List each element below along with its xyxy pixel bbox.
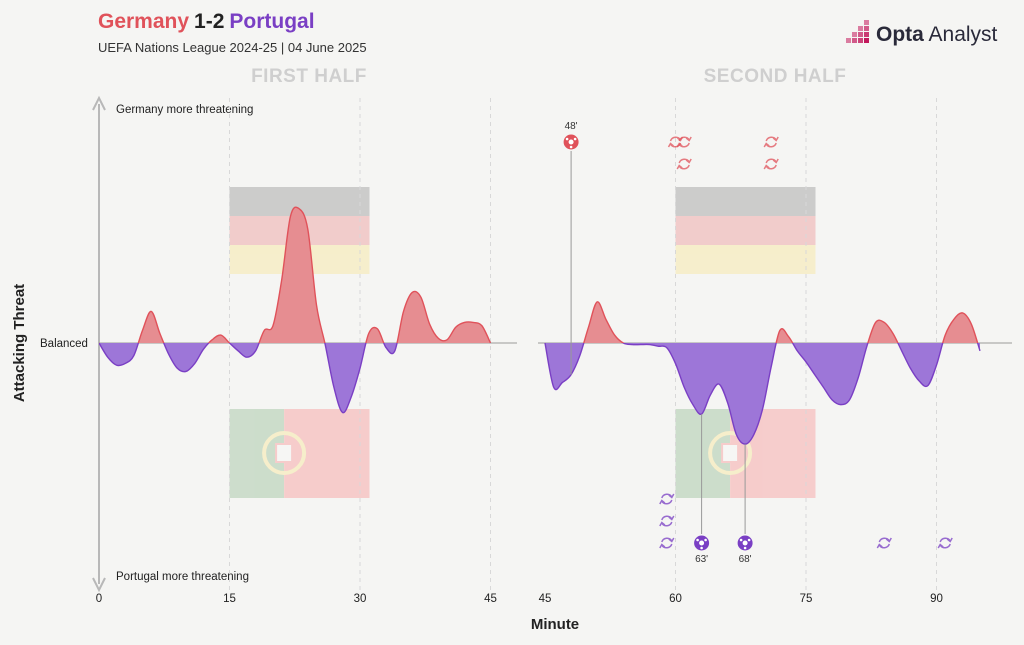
y-top-label: Germany more threatening <box>116 104 253 116</box>
brand-opta: Opta <box>876 23 924 46</box>
substitution-icon <box>763 158 779 170</box>
match-events: 48' 63' 68' <box>563 121 953 565</box>
substitution-icon <box>937 537 953 549</box>
goal-marker: 68' <box>737 444 753 565</box>
goal-minute-label: 63' <box>695 554 708 565</box>
substitution-icon <box>676 158 692 170</box>
x-tick-label: 0 <box>96 593 102 605</box>
y-axis-up-arrow-icon <box>92 95 106 111</box>
goal-marker: 63' <box>694 414 710 565</box>
substitution-icon <box>659 537 675 549</box>
x-tick-label: 60 <box>669 593 682 605</box>
goal-minute-label: 48' <box>565 121 578 132</box>
x-tick-label: 45 <box>539 593 552 605</box>
home-team-name: Germany <box>98 10 189 33</box>
x-tick-label: 45 <box>484 593 497 605</box>
chart-title: Germany 1-2 Portugal <box>98 10 315 33</box>
first-half-panel: FIRST HALF 0 15 30 45 <box>96 66 517 605</box>
substitution-icon <box>676 136 692 148</box>
substitution-icon <box>876 537 892 549</box>
opta-analyst-logo: Opta Analyst <box>846 20 998 46</box>
y-mid-label: Balanced <box>40 338 88 350</box>
opta-logo-icon <box>846 20 869 43</box>
portugal-threat-line <box>99 343 491 414</box>
germany-threat-area <box>99 207 491 343</box>
substitution-icon <box>659 493 675 505</box>
portugal-flag-second-half <box>675 409 816 498</box>
brand-name: Opta Analyst <box>876 23 998 46</box>
goal-minute-label: 68' <box>739 554 752 565</box>
football-icon <box>694 535 710 551</box>
x-tick-label: 75 <box>800 593 813 605</box>
germany-flag-second-half <box>675 187 816 274</box>
second-half-panel: SECOND HALF 45 60 75 90 <box>538 66 1012 605</box>
y-axis-down-arrow-icon <box>92 577 106 593</box>
portugal-threat-line <box>544 343 981 445</box>
substitution-icon <box>763 136 779 148</box>
x-tick-label: 15 <box>223 593 236 605</box>
y-bottom-label: Portugal more threatening <box>116 571 249 583</box>
football-icon <box>563 134 579 150</box>
score: 1-2 <box>194 10 224 33</box>
portugal-threat-area <box>545 343 980 445</box>
x-tick-label: 90 <box>930 593 943 605</box>
germany-threat-line <box>545 301 979 343</box>
x-axis-title: Minute <box>531 616 579 633</box>
x-tick-label: 30 <box>354 593 367 605</box>
football-icon <box>737 535 753 551</box>
portugal-flag-first-half <box>229 409 370 498</box>
second-half-title: SECOND HALF <box>704 66 847 87</box>
y-axis-title: Attacking Threat <box>11 284 28 402</box>
substitution-icon <box>659 515 675 527</box>
first-half-title: FIRST HALF <box>251 66 367 87</box>
germany-threat-line <box>99 206 492 343</box>
chart-subtitle: UEFA Nations League 2024-25 | 04 June 20… <box>98 40 367 55</box>
goal-marker: 48' <box>563 121 579 375</box>
away-team-name: Portugal <box>229 10 314 33</box>
brand-analyst: Analyst <box>924 23 998 46</box>
